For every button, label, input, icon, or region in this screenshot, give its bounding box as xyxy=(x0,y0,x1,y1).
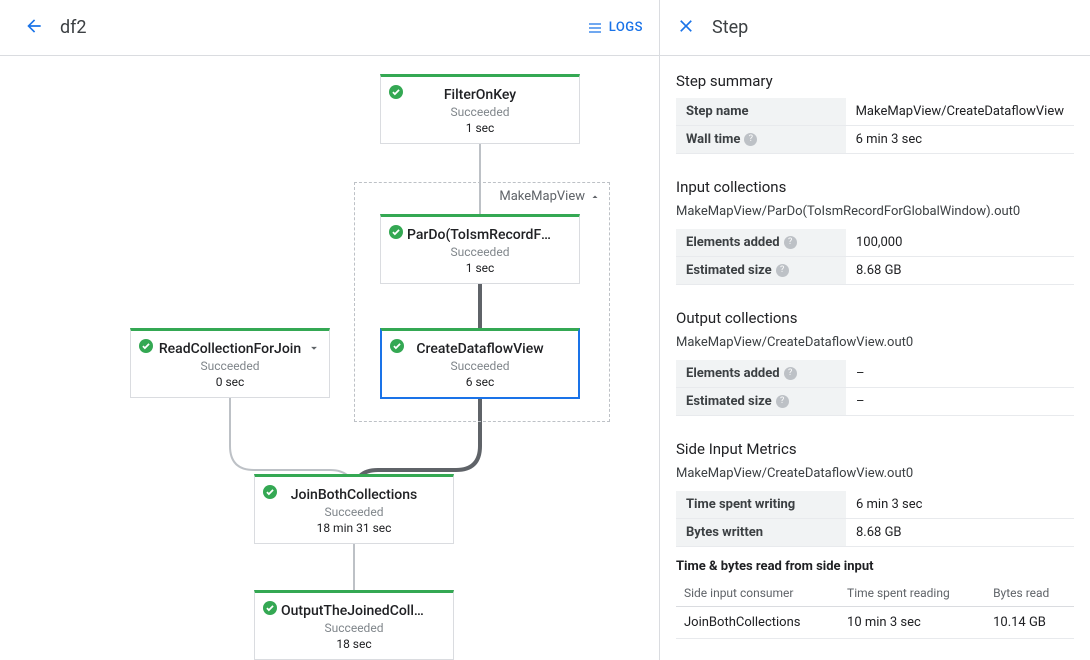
graph-panel: df2 LOGS MakeMapView FilterOnKey Succeeded… xyxy=(0,0,660,660)
node-title: ReadCollectionForJoin xyxy=(139,341,321,357)
section-heading: Output collections xyxy=(676,309,1074,327)
col-bytes: Bytes read xyxy=(985,580,1074,607)
close-icon[interactable] xyxy=(676,16,696,40)
kv-value: – xyxy=(846,388,1074,416)
col-consumer: Side input consumer xyxy=(676,580,839,607)
kv-row: Estimated size?8.68 GB xyxy=(676,257,1074,285)
node-create[interactable]: CreateDataflowView Succeeded 6 sec xyxy=(380,328,580,399)
kv-row: Estimated size?– xyxy=(676,388,1074,416)
kv-value: – xyxy=(846,360,1074,388)
col-time: Time spent reading xyxy=(839,580,985,607)
back-arrow-icon[interactable] xyxy=(16,8,52,48)
page-title: df2 xyxy=(60,17,587,38)
node-time: 18 sec xyxy=(263,637,445,651)
node-status: Succeeded xyxy=(263,505,445,519)
details-title: Step xyxy=(712,17,748,38)
read-table: Side input consumer Time spent reading B… xyxy=(676,580,1074,639)
node-title: CreateDataflowView xyxy=(390,341,570,357)
kv-key: Wall time? xyxy=(676,126,846,154)
kv-row: Step nameMakeMapView/CreateDataflowView xyxy=(676,98,1074,126)
node-pardo[interactable]: ParDo(ToIsmRecordFor… Succeeded 1 sec xyxy=(380,214,580,284)
kv-key: Step name xyxy=(676,98,846,126)
node-time: 6 sec xyxy=(390,375,570,389)
details-header: Step xyxy=(660,0,1090,56)
chevron-down-icon[interactable] xyxy=(307,341,321,359)
logs-label: LOGS xyxy=(609,20,643,35)
kv-key: Estimated size? xyxy=(676,388,846,416)
help-icon[interactable]: ? xyxy=(784,367,797,380)
node-status: Succeeded xyxy=(389,245,571,259)
node-filter[interactable]: FilterOnKey Succeeded 1 sec xyxy=(380,74,580,144)
read-table-title: Time & bytes read from side input xyxy=(676,559,1074,574)
node-time: 0 sec xyxy=(139,375,321,389)
kv-row: Wall time?6 min 3 sec xyxy=(676,126,1074,154)
kv-row: Time spent writing6 min 3 sec xyxy=(676,491,1074,519)
success-check-icon xyxy=(263,601,277,615)
node-join[interactable]: JoinBothCollections Succeeded 18 min 31 se… xyxy=(254,474,454,544)
help-icon[interactable]: ? xyxy=(784,236,797,249)
node-read[interactable]: ReadCollectionForJoin Succeeded 0 sec xyxy=(130,328,330,398)
kv-value: MakeMapView/CreateDataflowView xyxy=(846,98,1074,126)
success-check-icon xyxy=(139,339,153,353)
logs-button[interactable]: LOGS xyxy=(587,20,643,36)
success-check-icon xyxy=(263,485,277,499)
success-check-icon xyxy=(390,339,404,353)
kv-value: 8.68 GB xyxy=(846,519,1074,547)
kv-row: Elements added?100,000 xyxy=(676,229,1074,257)
node-status: Succeeded xyxy=(263,621,445,635)
kv-row: Elements added?– xyxy=(676,360,1074,388)
node-status: Succeeded xyxy=(390,359,570,373)
side-input-name: MakeMapView/CreateDataflowView.out0 xyxy=(676,466,1074,481)
step-summary-section: Step summary Step nameMakeMapView/Create… xyxy=(660,56,1090,162)
kv-value: 6 min 3 sec xyxy=(846,126,1074,154)
kv-key: Estimated size? xyxy=(676,257,846,285)
kv-key: Time spent writing xyxy=(676,491,846,519)
cell-consumer[interactable]: JoinBothCollections xyxy=(676,607,839,639)
node-title: JoinBothCollections xyxy=(263,487,445,503)
cell-time: 10 min 3 sec xyxy=(839,607,985,639)
section-heading: Side Input Metrics xyxy=(676,440,1074,458)
section-heading: Step summary xyxy=(676,72,1074,90)
node-title: OutputTheJoinedCollec… xyxy=(263,603,445,619)
node-title: FilterOnKey xyxy=(389,87,571,103)
output-table: Elements added?–Estimated size?– xyxy=(676,360,1074,416)
kv-value: 8.68 GB xyxy=(846,257,1074,285)
input-collection-name: MakeMapView/ParDo(ToIsmRecordForGlobalWi… xyxy=(676,204,1074,219)
input-collections-section: Input collections MakeMapView/ParDo(ToIs… xyxy=(660,162,1090,293)
cell-bytes: 10.14 GB xyxy=(985,607,1074,639)
read-table-row: JoinBothCollections 10 min 3 sec 10.14 G… xyxy=(676,607,1074,639)
chevron-up-icon xyxy=(589,191,601,203)
node-time: 18 min 31 sec xyxy=(263,521,445,535)
help-icon[interactable]: ? xyxy=(776,395,789,408)
node-time: 1 sec xyxy=(389,121,571,135)
side-input-section: Side Input Metrics MakeMapView/CreateDat… xyxy=(660,424,1090,639)
node-title: ParDo(ToIsmRecordFor… xyxy=(389,227,571,243)
help-icon[interactable]: ? xyxy=(776,264,789,277)
kv-key: Elements added? xyxy=(676,360,846,388)
output-collections-section: Output collections MakeMapView/CreateDat… xyxy=(660,293,1090,424)
header: df2 LOGS xyxy=(0,0,659,56)
kv-row: Bytes written8.68 GB xyxy=(676,519,1074,547)
summary-table: Step nameMakeMapView/CreateDataflowViewW… xyxy=(676,98,1074,154)
node-output[interactable]: OutputTheJoinedCollec… Succeeded 18 sec xyxy=(254,590,454,660)
side-input-table: Time spent writing6 min 3 secBytes writt… xyxy=(676,491,1074,547)
kv-key: Elements added? xyxy=(676,229,846,257)
input-table: Elements added?100,000Estimated size?8.6… xyxy=(676,229,1074,285)
success-check-icon xyxy=(389,85,403,99)
node-status: Succeeded xyxy=(389,105,571,119)
details-panel: Step Step summary Step nameMakeMapView/C… xyxy=(660,0,1090,660)
node-status: Succeeded xyxy=(139,359,321,373)
section-heading: Input collections xyxy=(676,178,1074,196)
kv-value: 100,000 xyxy=(846,229,1074,257)
help-icon[interactable]: ? xyxy=(744,133,757,146)
kv-value: 6 min 3 sec xyxy=(846,491,1074,519)
kv-key: Bytes written xyxy=(676,519,846,547)
success-check-icon xyxy=(389,225,403,239)
node-time: 1 sec xyxy=(389,261,571,275)
group-label[interactable]: MakeMapView xyxy=(499,189,601,204)
logs-icon xyxy=(587,20,603,36)
output-collection-name: MakeMapView/CreateDataflowView.out0 xyxy=(676,335,1074,350)
graph-canvas[interactable]: MakeMapViewFilterOnKeySucceeded1 secParD… xyxy=(0,56,659,660)
